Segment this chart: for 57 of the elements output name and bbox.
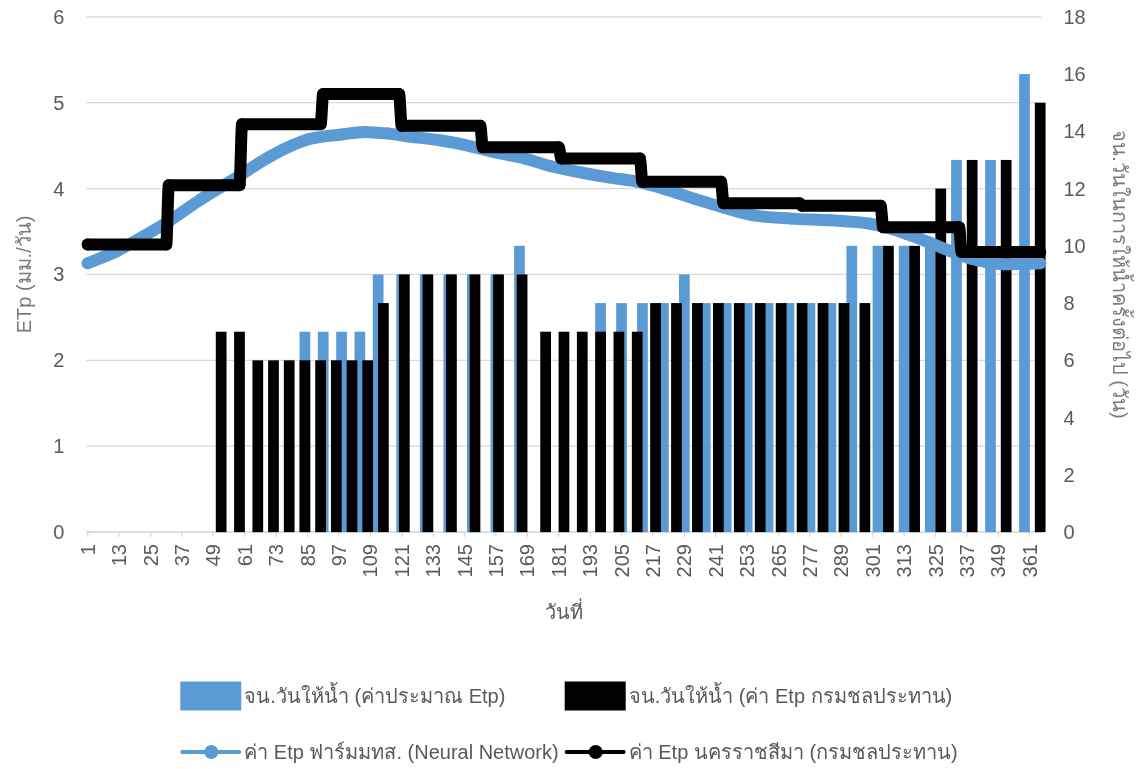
- x-tick-label: 217: [641, 544, 664, 578]
- legend-label: จน.วันให้น้ำ (ค่าประมาณ Etp): [244, 682, 506, 707]
- x-tick-label: 1: [76, 544, 99, 556]
- x-tick-label: 121: [390, 544, 413, 578]
- x-tick-label: 205: [610, 544, 633, 578]
- x-tick-label: 193: [579, 544, 602, 578]
- legend-item: จน.วันให้น้ำ (ค่าประมาณ Etp): [180, 681, 506, 711]
- x-tick-label: 133: [422, 544, 445, 578]
- x-tick-label: 241: [704, 544, 727, 578]
- y2-tick-label: 4: [1063, 406, 1075, 429]
- x-tick-label: 361: [1018, 544, 1041, 578]
- legend-item: ค่า Etp นครราชสีมา (กรมชลประทาน): [564, 741, 958, 763]
- y2-tick-label: 8: [1063, 292, 1075, 315]
- y2-tick-label: 2: [1063, 463, 1075, 486]
- legend-label: ค่า Etp ฟาร์มมทส. (Neural Network): [244, 741, 559, 763]
- y2-tick-label: 16: [1063, 63, 1086, 86]
- x-tick-label: 349: [987, 544, 1010, 578]
- x-tick-label: 61: [233, 544, 256, 567]
- x-tick-label: 337: [955, 544, 978, 578]
- legend-item: จน.วันให้น้ำ (ค่า Etp กรมชลประทาน): [564, 681, 953, 711]
- y2-tick-label: 10: [1063, 234, 1086, 257]
- x-tick-label: 157: [484, 544, 507, 578]
- y-tick-label: 4: [53, 177, 65, 200]
- x-tick-label: 73: [265, 544, 288, 567]
- x-tick-label: 181: [547, 544, 570, 578]
- x-tick-label: 97: [327, 544, 350, 567]
- y-tick-label: 2: [53, 349, 65, 372]
- legend-label: จน.วันให้น้ำ (ค่า Etp กรมชลประทาน): [628, 682, 953, 707]
- x-tick-label: 37: [170, 544, 193, 567]
- x-tick-label: 109: [359, 544, 382, 578]
- x-tick-label: 49: [202, 544, 225, 567]
- legend-label: ค่า Etp นครราชสีมา (กรมชลประทาน): [628, 741, 958, 763]
- x-tick-label: 325: [924, 544, 947, 578]
- x-tick-label: 289: [830, 544, 853, 578]
- y-tick-label: 3: [53, 263, 65, 286]
- x-tick-label: 229: [673, 544, 696, 578]
- x-tick-label: 25: [139, 544, 162, 567]
- y2-tick-label: 18: [1063, 5, 1086, 28]
- x-tick-label: 169: [516, 544, 539, 578]
- x-tick-label: 145: [453, 544, 476, 578]
- x-tick-label: 13: [108, 544, 131, 567]
- y2-tick-label: 14: [1063, 120, 1086, 143]
- y-tick-label: 1: [53, 435, 65, 458]
- x-tick-label: 85: [296, 544, 319, 567]
- y-tick-label: 5: [53, 91, 65, 114]
- x-tick-label: 253: [736, 544, 759, 578]
- y2-tick-label: 12: [1063, 177, 1086, 200]
- legend-item: ค่า Etp ฟาร์มมทส. (Neural Network): [180, 741, 559, 763]
- y-tick-label: 6: [53, 5, 65, 28]
- y-tick-label: 0: [53, 521, 65, 544]
- y-title: ETp (มม./วัน): [13, 215, 35, 334]
- y2-tick-label: 0: [1063, 521, 1075, 544]
- x-tick-label: 301: [861, 544, 884, 578]
- x-tick-label: 265: [767, 544, 790, 578]
- x-tick-label: 277: [798, 544, 821, 578]
- x-tick-label: 313: [893, 544, 916, 578]
- y2-tick-label: 6: [1063, 349, 1075, 372]
